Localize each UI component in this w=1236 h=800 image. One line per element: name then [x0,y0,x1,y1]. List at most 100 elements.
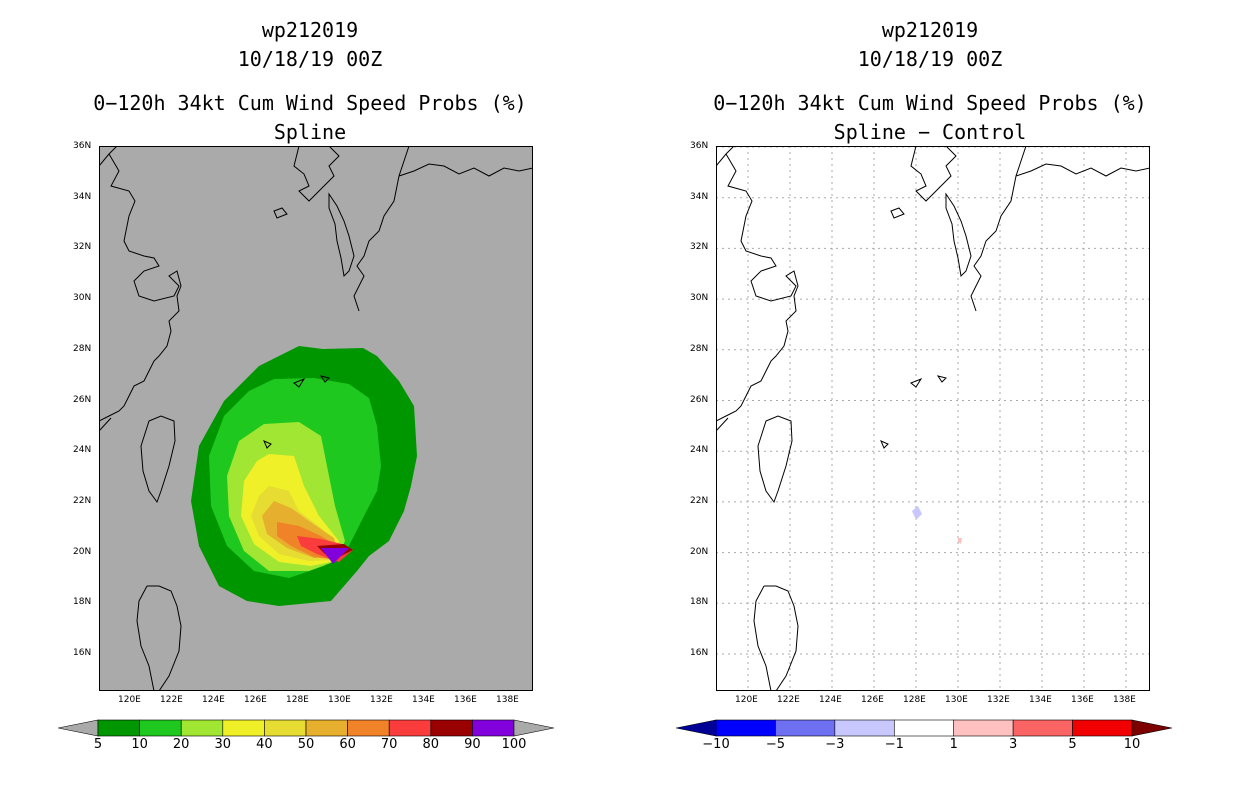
right-coastlines [716,146,1150,691]
lat-label: 24N [73,445,92,456]
colorbar-label: 60 [339,737,356,752]
colorbar-segment [472,719,515,737]
lat-label: 20N [690,546,709,557]
lat-label: 34N [690,191,709,202]
lat-label: 20N [73,546,92,557]
colorbar-segment [97,719,140,737]
lat-label: 28N [690,343,709,354]
left-subtitle: Spline [273,120,347,144]
lon-label: 122E [160,695,183,705]
right-storm-id: wp212019 [881,18,979,42]
lon-label: 128E [903,695,926,705]
lat-label: 32N [690,242,709,253]
colorbar-high-arrow [1131,719,1172,737]
right-gridlines [716,146,1150,691]
colorbar-label: 70 [380,737,398,752]
colorbar-segment [953,719,1014,737]
lat-label: 26N [690,394,709,405]
colorbar-segment [347,719,390,737]
lon-label: 132E [370,695,393,705]
colorbar-label: 40 [256,737,273,752]
right-map-frame [716,146,1150,691]
colorbar-label: 10 [1123,737,1141,752]
colorbar-segment [222,719,265,737]
lon-label: 136E [1071,695,1094,705]
colorbar-label: −3 [825,737,845,752]
contour-100 [329,550,343,558]
left-product-title: 0−120h 34kt Cum Wind Speed Probs (%) [93,91,527,115]
lon-label: 124E [202,695,225,705]
lon-label: 120E [735,695,758,705]
lat-label: 16N [73,648,92,658]
lat-label: 24N [690,445,709,456]
colorbar-label: 5 [93,737,103,752]
colorbar-label: −5 [765,737,785,752]
lat-label: 26N [73,394,92,405]
colorbar-label: 80 [422,737,440,752]
left-colorbar [58,719,554,737]
lon-label: 130E [945,695,968,705]
left-coastlines [99,146,533,691]
lon-label: 138E [1113,695,1136,705]
lat-label: 16N [690,648,709,658]
lon-label: 130E [328,695,351,705]
colorbar-segment [264,719,307,737]
lon-label: 138E [496,695,519,705]
colorbar-label: 10 [131,737,148,752]
lat-label: 30N [690,293,709,304]
lon-label: 136E [454,695,477,705]
colorbar-label: 5 [1068,737,1077,752]
diff-negative-blob [912,506,922,520]
colorbar-segment [834,719,895,737]
left-map [99,146,533,691]
colorbar-label: 20 [172,737,190,752]
left-storm-id: wp212019 [261,18,359,42]
lat-label: 32N [73,242,92,253]
lat-label: 36N [690,141,709,151]
colorbar-segment [388,719,432,737]
colorbar-segment [775,719,836,737]
lon-label: 132E [987,695,1010,705]
colorbar-segment [139,719,182,737]
lat-label: 28N [73,343,92,354]
lon-label: 124E [819,695,842,705]
right-map-background [716,146,1150,691]
lat-label: 36N [73,141,92,151]
colorbar-segment [180,719,224,737]
left-datetime: 10/18/19 00Z [237,47,383,71]
lon-label: 128E [286,695,309,705]
lat-label: 22N [73,495,92,506]
lat-label: 22N [690,495,709,506]
lon-label: 126E [244,695,267,705]
lat-label: 18N [73,597,92,608]
lat-label: 34N [73,191,92,202]
colorbar-segment [715,719,776,737]
lon-label: 126E [861,695,884,705]
lon-label: 134E [412,695,435,705]
right-map [716,146,1150,691]
diff-positive-blob [958,538,962,544]
right-colorbar [676,719,1172,737]
colorbar-label: −10 [702,737,730,752]
lat-label: 18N [690,597,709,608]
right-subtitle: Spline − Control [833,120,1027,144]
colorbar-label: 3 [1009,737,1018,752]
colorbar-segment [1072,719,1133,737]
left-probability-contours [191,346,417,606]
lon-label: 134E [1029,695,1052,705]
colorbar-segment [305,719,348,737]
colorbar-label: 90 [464,737,481,752]
colorbar-segment [430,719,473,737]
colorbar-label: 50 [297,737,315,752]
colorbar-label: 100 [501,737,527,752]
colorbar-label: −1 [884,737,904,752]
colorbar-label: 30 [214,737,232,752]
right-product-title: 0−120h 34kt Cum Wind Speed Probs (%) [713,91,1147,115]
lat-label: 30N [73,293,92,304]
colorbar-high-arrow [513,719,554,737]
colorbar-low-arrow [58,719,99,737]
colorbar-label: 1 [949,737,958,752]
colorbar-segment [893,719,955,737]
right-datetime: 10/18/19 00Z [857,47,1003,71]
colorbar-segment [1012,719,1073,737]
